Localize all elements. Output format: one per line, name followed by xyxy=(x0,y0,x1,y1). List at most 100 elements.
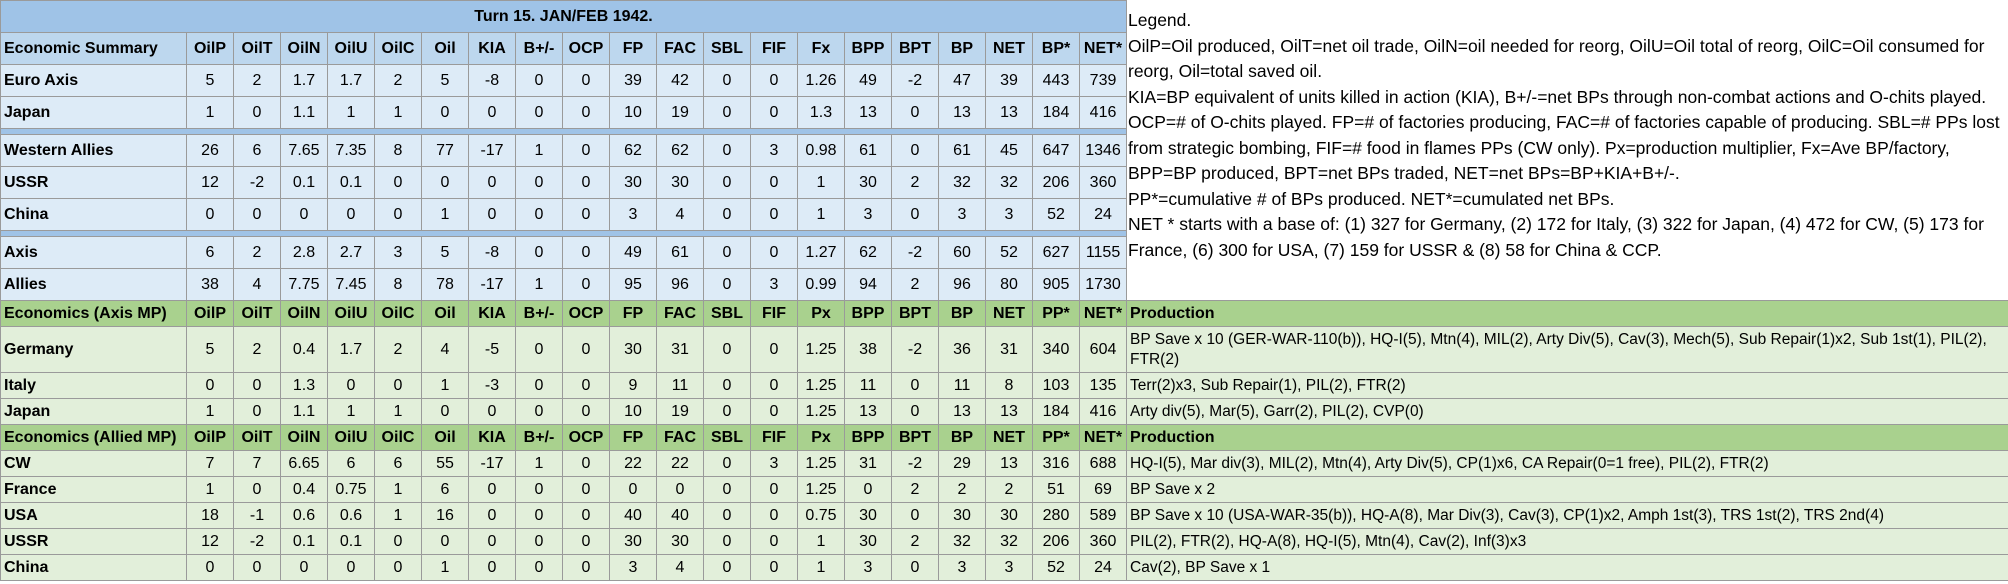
value-cell: 0 xyxy=(515,528,563,555)
value-cell: 0 xyxy=(421,398,469,425)
value-cell: 0 xyxy=(562,166,610,199)
value-cell: 13 xyxy=(985,96,1033,129)
value-cell: 7.35 xyxy=(327,134,375,167)
value-cell: 0 xyxy=(656,476,704,503)
value-cell: 47 xyxy=(938,64,986,97)
value-cell: -17 xyxy=(468,268,516,301)
value-cell: 3 xyxy=(750,268,798,301)
value-cell: 8 xyxy=(985,372,1033,399)
value-cell: 0 xyxy=(468,96,516,129)
column-header: PP* xyxy=(1032,424,1080,451)
value-cell: 0 xyxy=(703,372,751,399)
value-cell: -8 xyxy=(468,64,516,97)
value-cell: 0 xyxy=(891,502,939,529)
column-header: OilT xyxy=(233,300,281,327)
column-header: FP xyxy=(609,300,657,327)
value-cell: 1155 xyxy=(1078,236,1128,269)
value-cell: 0 xyxy=(703,326,751,373)
value-cell: -2 xyxy=(233,166,281,199)
value-cell: 1.3 xyxy=(280,372,328,399)
value-cell: -8 xyxy=(468,236,516,269)
column-header: OilC xyxy=(374,300,422,327)
legend-line: OilP=Oil produced, OilT=net oil trade, O… xyxy=(1128,35,1985,82)
value-cell: 0 xyxy=(468,398,516,425)
value-cell: 49 xyxy=(844,64,892,97)
value-cell: 0 xyxy=(703,476,751,503)
column-header: Fx xyxy=(797,32,845,65)
allied_mp-row: USSR 12 -2 0.1 0.1 0 0 0 0 0 30 30 0 0 1 30 2 32 32 206 360 P… xyxy=(0,528,2008,555)
value-cell: 0 xyxy=(515,476,563,503)
value-cell: 4 xyxy=(656,198,704,231)
value-cell: 2 xyxy=(233,326,281,373)
value-cell: 8 xyxy=(374,268,422,301)
value-cell: 0 xyxy=(421,528,469,555)
value-cell: 0 xyxy=(280,554,328,581)
value-cell: 32 xyxy=(938,528,986,555)
value-cell: 280 xyxy=(1032,502,1080,529)
value-cell: 0 xyxy=(750,398,798,425)
column-header: B+/- xyxy=(515,32,563,65)
value-cell: 13 xyxy=(938,398,986,425)
section-label: Economics (Allied MP) xyxy=(0,424,187,451)
value-cell: 5 xyxy=(421,64,469,97)
value-cell: 0 xyxy=(750,64,798,97)
value-cell: 0 xyxy=(515,166,563,199)
value-cell: 2 xyxy=(938,476,986,503)
value-cell: 3 xyxy=(750,450,798,477)
value-cell: 13 xyxy=(844,96,892,129)
value-cell: 5 xyxy=(421,236,469,269)
value-cell: 0 xyxy=(562,450,610,477)
value-cell: 0 xyxy=(562,326,610,373)
value-cell: 7.65 xyxy=(280,134,328,167)
value-cell: 51 xyxy=(1032,476,1080,503)
value-cell: 1 xyxy=(374,502,422,529)
value-cell: 627 xyxy=(1032,236,1080,269)
value-cell: 7.75 xyxy=(280,268,328,301)
value-cell: 77 xyxy=(421,134,469,167)
value-cell: 0 xyxy=(891,96,939,129)
value-cell: -2 xyxy=(891,236,939,269)
value-cell: 0 xyxy=(186,198,234,231)
value-cell: 52 xyxy=(1032,554,1080,581)
row-label: Euro Axis xyxy=(0,64,187,97)
value-cell: 443 xyxy=(1032,64,1080,97)
value-cell: 3 xyxy=(844,198,892,231)
value-cell: 688 xyxy=(1078,450,1128,477)
value-cell: 1.25 xyxy=(797,476,845,503)
row-label: Italy xyxy=(0,372,187,399)
value-cell: -1 xyxy=(233,502,281,529)
row-label: Axis xyxy=(0,236,187,269)
value-cell: 1 xyxy=(374,398,422,425)
value-cell: 0 xyxy=(374,166,422,199)
value-cell: 739 xyxy=(1078,64,1128,97)
value-cell: 0 xyxy=(562,134,610,167)
value-cell: 2 xyxy=(233,64,281,97)
value-cell: 0 xyxy=(703,528,751,555)
column-header: OilT xyxy=(233,424,281,451)
axis_mp-row: Italy 0 0 1.3 0 0 1 -3 0 0 9 11 0 0 1.25 11 0 11 8 103 135 Te… xyxy=(0,372,2008,399)
value-cell: 0 xyxy=(750,528,798,555)
value-cell: 30 xyxy=(656,166,704,199)
value-cell: 62 xyxy=(609,134,657,167)
column-header: BPP xyxy=(844,424,892,451)
value-cell: 0 xyxy=(233,398,281,425)
value-cell: 360 xyxy=(1078,528,1128,555)
value-cell: 0 xyxy=(515,502,563,529)
production-cell: BP Save x 2 xyxy=(1126,476,2008,503)
value-cell: 30 xyxy=(844,528,892,555)
summary-row: Euro Axis 5 2 1.7 1.7 2 5 -8 0 0 39 42 0 0 1.26 49 -2 47 3… xyxy=(0,64,2008,97)
row-label: Germany xyxy=(0,326,187,373)
value-cell: 19 xyxy=(656,96,704,129)
value-cell: 1 xyxy=(421,372,469,399)
column-header: OilP xyxy=(186,424,234,451)
value-cell: 19 xyxy=(656,398,704,425)
value-cell: 30 xyxy=(609,166,657,199)
allied_mp-row: France 1 0 0.4 0.75 1 6 0 0 0 0 0 0 0 1.25 0 2 2 2 51 69 BP S… xyxy=(0,476,2008,503)
value-cell: 95 xyxy=(609,268,657,301)
column-header: NET* xyxy=(1078,32,1128,65)
value-cell: 0 xyxy=(327,372,375,399)
production-header: Production xyxy=(1126,300,2008,327)
row-label: Western Allies xyxy=(0,134,187,167)
value-cell: 0 xyxy=(562,64,610,97)
